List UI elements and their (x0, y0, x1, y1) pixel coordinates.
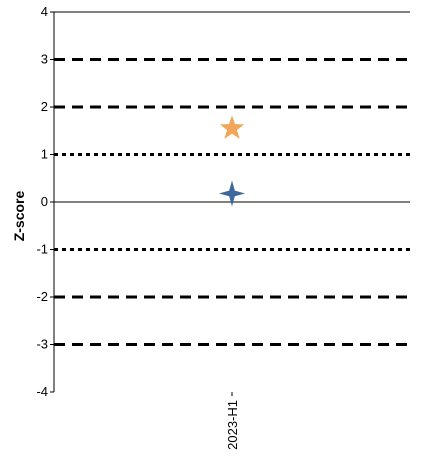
y-tick-label: 2 (41, 99, 48, 114)
y-tick-label: 1 (41, 147, 48, 162)
y-ticks: -4 -3 -2 -1 0 1 2 3 4 (36, 4, 54, 399)
y-tick-label: -2 (36, 289, 48, 304)
y-tick-label: 4 (41, 4, 48, 19)
x-tick-label: 2023-H1 (225, 400, 240, 450)
y-tick-label: 0 (41, 194, 48, 209)
reference-lines (54, 58, 410, 346)
y-tick-label: -4 (36, 384, 48, 399)
diamond-star-marker-point (219, 180, 245, 207)
y-tick-label: -1 (36, 242, 48, 257)
star-marker-point (219, 115, 245, 139)
y-axis-title: Z-score (11, 191, 27, 242)
data-points (219, 115, 245, 207)
y-tick-label: 3 (41, 52, 48, 67)
x-ticks: 2023-H1 (225, 392, 240, 450)
y-tick-label: -3 (36, 337, 48, 352)
